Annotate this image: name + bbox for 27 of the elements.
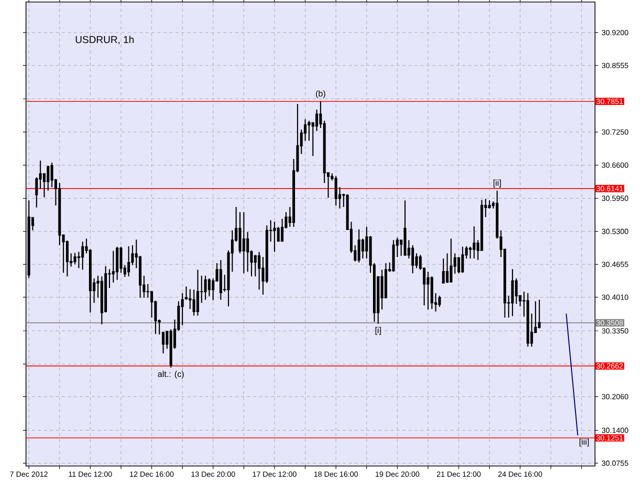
- candlestick: [391, 240, 396, 272]
- candlestick: [196, 269, 200, 316]
- candlestick: [72, 252, 77, 265]
- candlestick: [242, 212, 246, 274]
- candlestick: [126, 246, 131, 277]
- candlestick: [207, 278, 212, 297]
- candlestick: [449, 238, 454, 282]
- candlestick: [426, 271, 430, 310]
- candlestick: [472, 226, 476, 260]
- candlestick: [203, 275, 208, 300]
- annotation: [i]: [375, 326, 381, 335]
- candlestick: [257, 251, 262, 290]
- candlestick: [161, 331, 166, 354]
- annotation: alt.: (c): [158, 370, 184, 379]
- candlestick: [403, 200, 408, 256]
- candlestick: [356, 228, 361, 264]
- annotation: [ii]: [494, 180, 501, 188]
- text: USDRUR, 1h: [76, 36, 134, 44]
- candlestick: [438, 295, 442, 308]
- candlestick: [510, 268, 514, 317]
- candlestick: [441, 258, 446, 284]
- candlestick: [272, 221, 277, 252]
- candlestick: [537, 299, 542, 329]
- candlestick: [218, 259, 223, 300]
- annotation: (b): [316, 90, 326, 98]
- candlestick: [80, 241, 85, 270]
- annotation: [iii]: [580, 438, 589, 446]
